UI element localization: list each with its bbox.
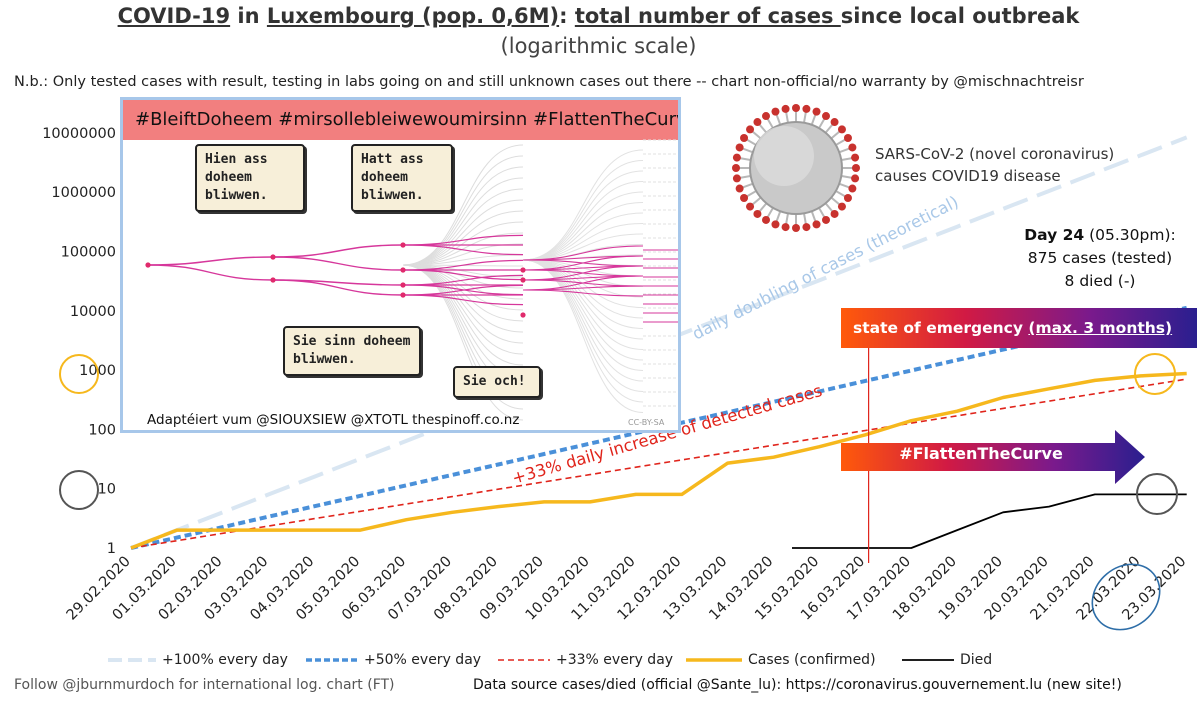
series-line-3 xyxy=(130,371,1187,550)
legend-item-died: Died xyxy=(902,652,992,668)
flatten-curve-inset: #BleiftDoheem #mirsollebleiwewoumirsinn … xyxy=(120,97,681,433)
title-part-total: total number of cases xyxy=(574,4,841,28)
inset-credit: Adaptéiert vum @SIOUXSIEW @XTOTL thespin… xyxy=(147,412,520,428)
legend-label-thirtythree: +33% every day xyxy=(556,652,674,668)
footer-follow-note: Follow @jburnmurdoch for international l… xyxy=(14,677,395,693)
legend-label-fifty: +50% every day xyxy=(364,652,482,668)
speech-bubble-1: Hien ass doheem bliwwen. xyxy=(195,144,305,212)
legend-swatch-thirtythree xyxy=(498,659,550,661)
x-axis-ticks: 29.02.202001.03.202002.03.202003.03.2020… xyxy=(64,554,1190,624)
speech-bubble-3: Sie sinn doheem bliwwen. xyxy=(283,326,421,376)
legend-swatch-fifty xyxy=(306,658,358,662)
title-part-since: since local outbreak xyxy=(840,4,1080,28)
speech-bubble-4: Sie och! xyxy=(453,366,541,398)
virus-caption: SARS-CoV-2 (novel coronavirus) causes CO… xyxy=(875,143,1114,187)
legend-item-cases: Cases (confirmed) xyxy=(686,652,876,668)
day-info-box: Day 24 (05.30pm): 875 cases (tested) 8 d… xyxy=(1010,224,1190,293)
title-part-covid: COVID-19 xyxy=(117,4,231,28)
highlight-circle-cases-end xyxy=(1134,353,1176,395)
flatten-arrow-label: #FlattenTheCurve xyxy=(899,444,1063,463)
title-part-pop: (pop. 0,6M) xyxy=(422,4,560,28)
disclaimer-note: N.b.: Only tested cases with result, tes… xyxy=(14,74,1084,90)
legend-label-cases: Cases (confirmed) xyxy=(748,652,876,668)
title-part-colon: : xyxy=(559,4,575,28)
day-time: (05.30pm): xyxy=(1084,226,1176,244)
coronavirus-icon xyxy=(732,104,860,232)
day-info-day: Day 24 (05.30pm): xyxy=(1010,224,1190,247)
y-tick-label: 1000000 xyxy=(51,185,116,201)
legend-item-thirtythree: +33% every day xyxy=(498,652,673,668)
footer-data-source: Data source cases/died (official @Sante_… xyxy=(473,677,1122,693)
series-line-0 xyxy=(130,135,1188,550)
y-tick-label: 10 xyxy=(98,482,116,498)
legend-swatch-doubling xyxy=(108,658,156,662)
virus-caption-line-2: causes COVID19 disease xyxy=(875,167,1061,185)
title-part-country: Luxembourg xyxy=(266,4,423,28)
emergency-label: state of emergency xyxy=(853,319,1029,337)
inset-banner: #BleiftDoheem #mirsollebleiwewoumirsinn … xyxy=(123,100,678,140)
series-line-2 xyxy=(130,378,1187,549)
highlight-circle-10 xyxy=(59,470,99,510)
legend-swatch-died xyxy=(902,659,954,661)
series-line-4 xyxy=(792,493,1187,549)
y-tick-label: 100 xyxy=(88,422,116,438)
highlight-circle-died-end xyxy=(1136,473,1178,515)
y-tick-label: 10000000 xyxy=(42,126,116,142)
emergency-duration: (max. 3 months) xyxy=(1028,319,1173,337)
day-info-died: 8 died (-) xyxy=(1064,272,1136,290)
inset-license: CC-BY-SA xyxy=(628,418,665,427)
inset-tree-graphic xyxy=(145,139,678,421)
chart-title: COVID-19 in Luxembourg (pop. 0,6M): tota… xyxy=(0,4,1197,28)
legend-item-doubling: +100% every day xyxy=(108,652,288,668)
chart-subtitle: (logarithmic scale) xyxy=(500,34,697,58)
y-tick-label: 100000 xyxy=(61,245,116,261)
y-tick-label: 10000 xyxy=(70,304,116,320)
emergency-banner: state of emergency (max. 3 months) xyxy=(841,308,1197,348)
y-tick-label: 1 xyxy=(107,541,116,557)
flatten-arrow xyxy=(841,430,1145,484)
day-info-cases: 875 cases (tested) xyxy=(1027,249,1173,267)
highlight-circle-1000 xyxy=(59,354,99,394)
title-part-in: in xyxy=(230,4,267,28)
legend-label-doubling: +100% every day xyxy=(162,652,288,668)
legend-label-died: Died xyxy=(960,652,993,668)
speech-bubble-2: Hatt ass doheem bliwwen. xyxy=(351,144,453,212)
virus-caption-line-1: SARS-CoV-2 (novel coronavirus) xyxy=(875,145,1115,163)
legend-swatch-cases xyxy=(686,658,742,662)
day-label: Day 24 xyxy=(1024,226,1085,244)
legend-item-fifty: +50% every day xyxy=(306,652,481,668)
highlight-ellipse-last-date xyxy=(1091,563,1161,631)
